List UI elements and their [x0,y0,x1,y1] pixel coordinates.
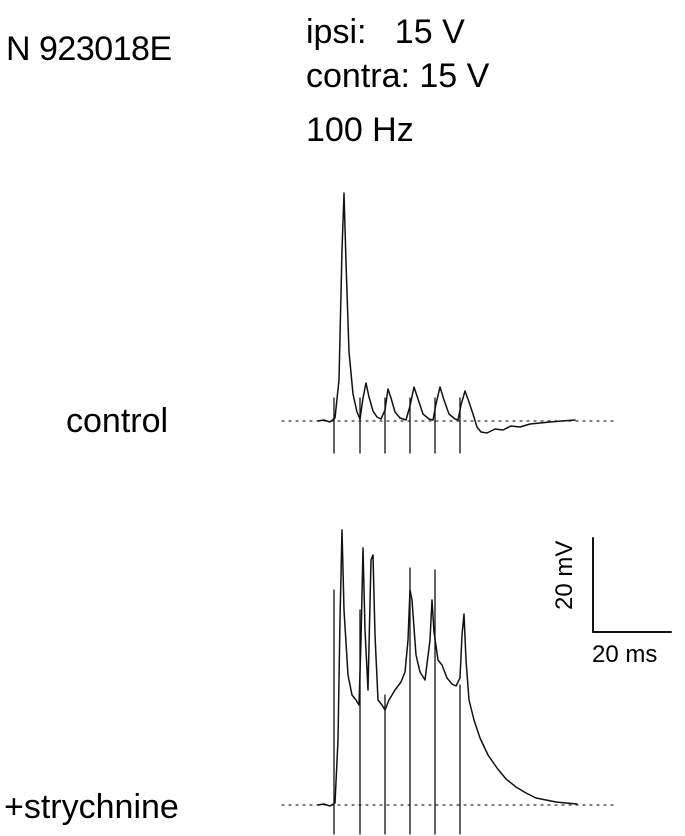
contra-stimulus-label: contra: 15 V [306,57,490,95]
control-trace-label: control [66,402,169,440]
strychnine-stim-artifacts [333,567,461,835]
scale-bar-mv-label: 20 mV [551,540,578,610]
control-stim-artifacts [333,397,461,454]
ipsi-stimulus-label: ipsi: 15 V [306,13,465,51]
scale-bar [592,537,672,633]
strychnine-trace [317,529,578,807]
control-trace [317,192,576,434]
scale-bar-ms-label: 20 ms [592,641,658,668]
frequency-label: 100 Hz [306,111,414,149]
strychnine-trace-label: +strychnine [4,788,179,826]
cell-id-label: N 923018E [6,30,172,68]
